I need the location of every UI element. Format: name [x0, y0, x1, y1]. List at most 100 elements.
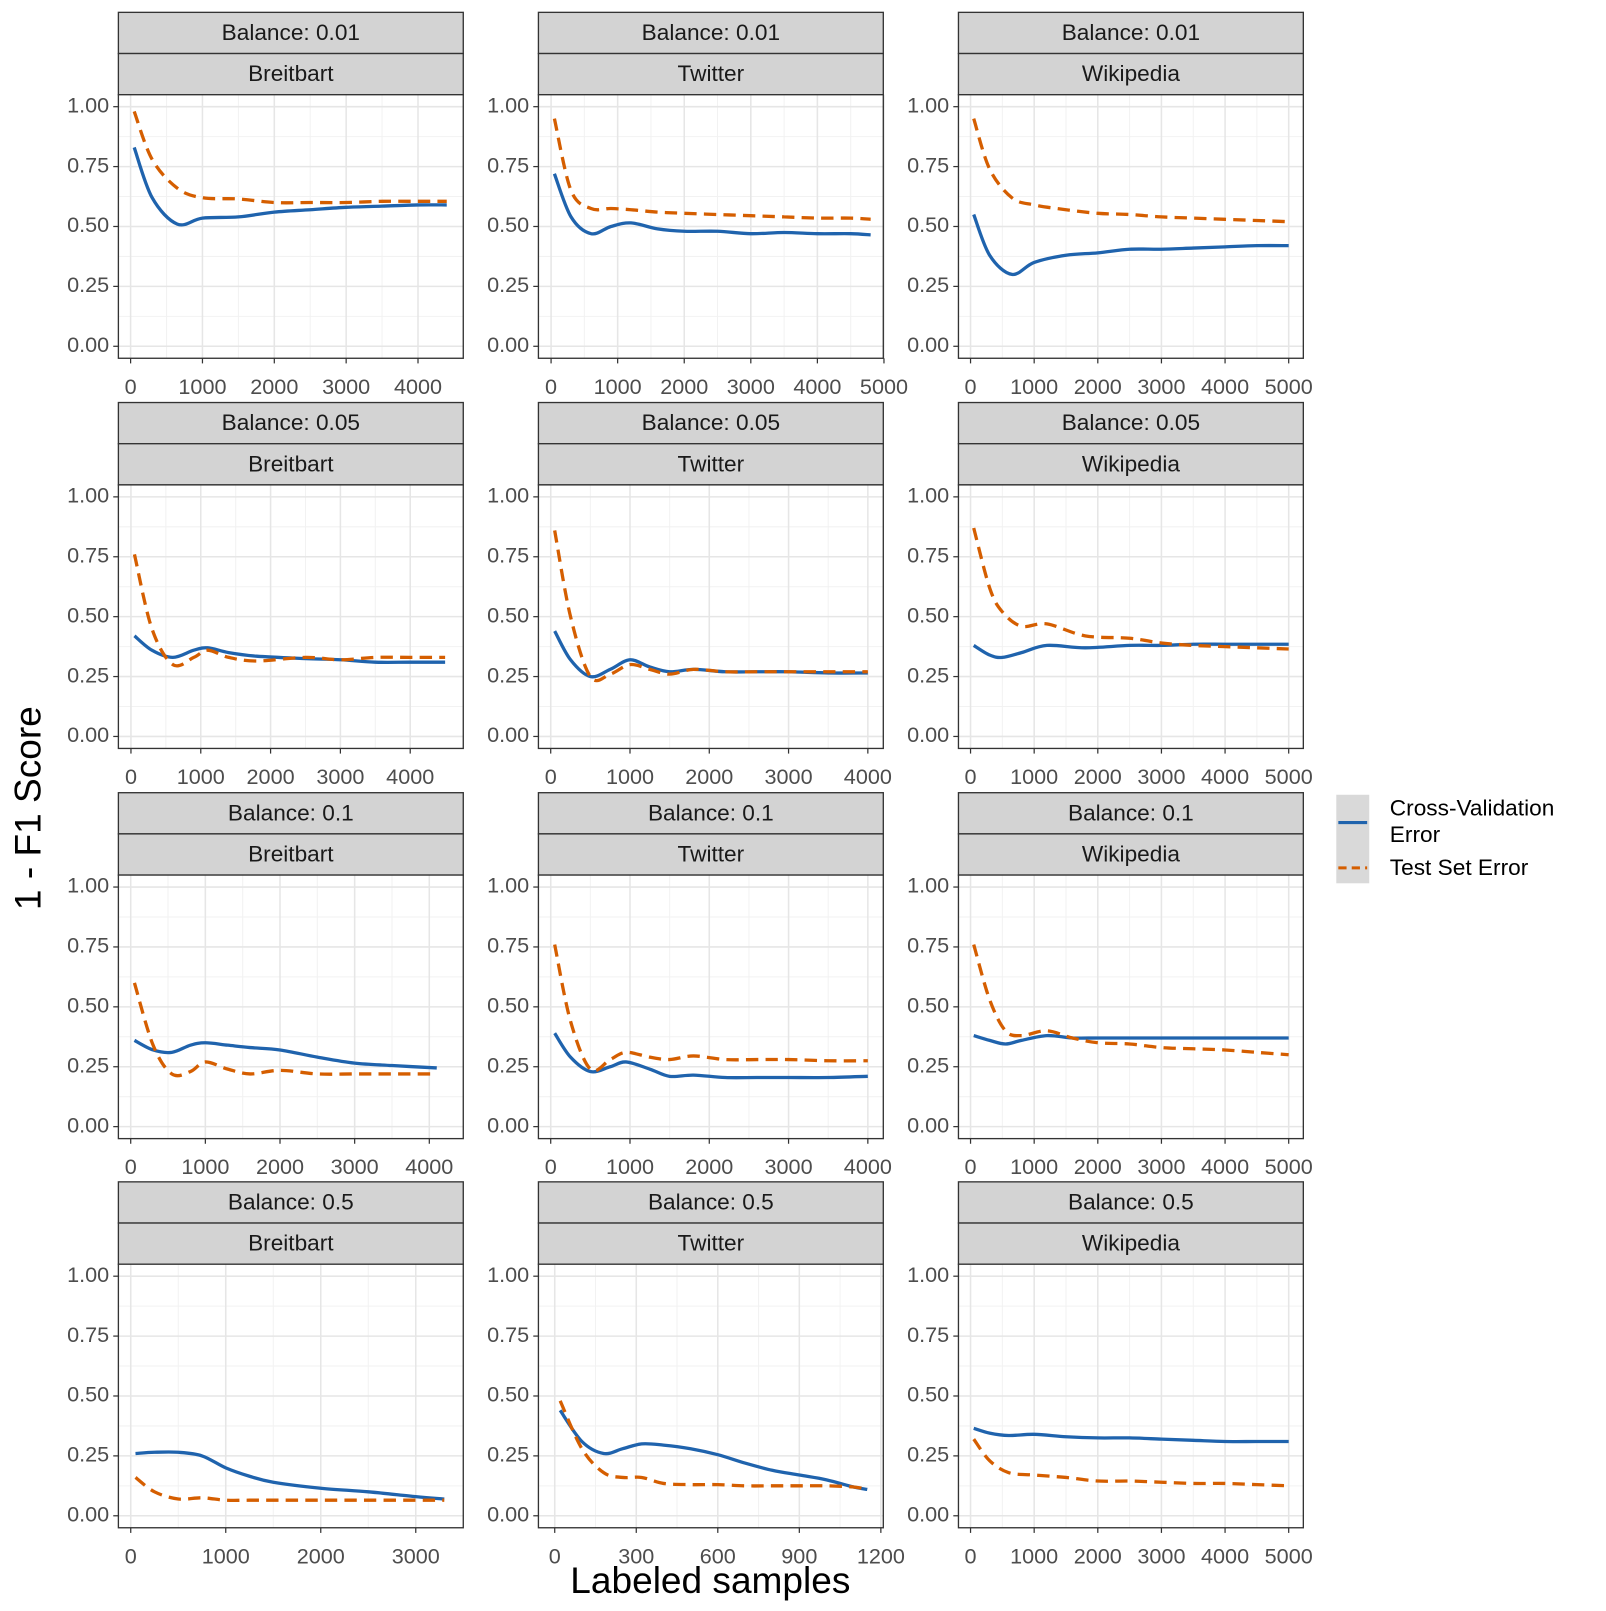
x-tick-label: 4000	[1201, 1543, 1249, 1568]
panel-title: Wikipedia	[1082, 61, 1180, 86]
x-tick-label: 0	[965, 1154, 977, 1179]
y-tick-label: 0.00	[907, 722, 949, 747]
x-tick-label: 4000	[405, 1154, 453, 1179]
x-tick-label: 0	[549, 1543, 561, 1568]
strip-label: Balance: 0.5	[648, 1189, 774, 1214]
y-tick-label: 0.50	[907, 212, 949, 237]
panel-border	[957, 1263, 1304, 1529]
panel-title: Wikipedia	[1082, 451, 1180, 476]
y-tick-label: 0.00	[907, 1112, 949, 1137]
panel-border	[957, 874, 1304, 1140]
x-tick-label: 3000	[765, 1154, 813, 1179]
y-tick-label: 0.50	[907, 602, 949, 627]
y-tick-label: 0.00	[487, 722, 529, 747]
y-tick-label: 0.50	[487, 993, 529, 1018]
x-tick-label: 5000	[1265, 764, 1313, 789]
x-tick-label: 1000	[177, 764, 225, 789]
panel-border	[117, 874, 464, 1140]
strip-background	[957, 11, 1304, 55]
panel-title: Wikipedia	[1082, 841, 1180, 866]
y-tick-label: 0.25	[907, 272, 949, 297]
y-tick-label: 0.75	[67, 542, 109, 567]
x-tick-label: 2000	[1074, 764, 1122, 789]
panel-border	[117, 1263, 464, 1529]
x-tick-label: 3000	[727, 374, 775, 399]
y-tick-label: 0.00	[67, 1112, 109, 1137]
x-tick-label: 3000	[765, 764, 813, 789]
y-tick-label: 0.00	[907, 332, 949, 357]
strip-label: Balance: 0.1	[1068, 800, 1194, 825]
y-tick-label: 0.50	[487, 212, 529, 237]
strip-background	[537, 833, 884, 876]
y-tick-label: 0.75	[907, 152, 949, 177]
series-line	[552, 173, 871, 237]
series-line	[972, 1438, 1289, 1488]
panel-border	[117, 484, 464, 750]
x-tick-label: 3000	[1137, 374, 1185, 399]
panel-border	[537, 484, 884, 750]
strip-background	[117, 52, 464, 96]
panel-title: Breitbart	[248, 61, 334, 86]
series-line	[972, 944, 1289, 1057]
strip-background	[537, 792, 884, 835]
x-tick-label: 1000	[606, 764, 654, 789]
x-tick-label: 2000	[1074, 1543, 1122, 1568]
strip-label: Balance: 0.01	[222, 20, 360, 45]
strip-label: Balance: 0.01	[642, 20, 780, 45]
x-tick-label: 5000	[860, 374, 908, 399]
strip-background	[117, 833, 464, 876]
x-tick-label: 3000	[1137, 1154, 1185, 1179]
x-tick-label: 0	[125, 764, 137, 789]
legend-entry: Test Set Error	[1389, 854, 1529, 881]
x-tick-label: 0	[545, 764, 557, 789]
x-tick-label: 5000	[1265, 1543, 1313, 1568]
y-tick-label: 1.00	[907, 1262, 949, 1287]
x-tick-label: 1200	[857, 1543, 905, 1568]
y-tick-label: 1.00	[907, 483, 949, 508]
x-tick-label: 0	[545, 374, 557, 399]
panel-title: Twitter	[678, 841, 745, 866]
x-tick-label: 3000	[322, 374, 370, 399]
x-tick-label: 4000	[1201, 764, 1249, 789]
y-tick-label: 0.50	[67, 1382, 109, 1407]
legend-key-background	[1336, 794, 1370, 884]
series-line	[133, 1038, 437, 1070]
y-tick-label: 0.25	[67, 662, 109, 687]
strip-background	[957, 1181, 1304, 1224]
panel-title: Twitter	[678, 1231, 745, 1256]
legend: Cross-Validation Error Test Set Error	[1336, 794, 1554, 884]
x-tick-label: 2000	[1074, 1154, 1122, 1179]
y-tick-label: 0.75	[487, 152, 529, 177]
y-tick-label: 1.00	[487, 483, 529, 508]
x-tick-label: 2000	[1074, 374, 1122, 399]
strip-background	[537, 52, 884, 96]
strip-background	[117, 1181, 464, 1224]
x-tick-label: 3000	[316, 764, 364, 789]
series-line	[552, 118, 871, 221]
y-tick-label: 0.25	[907, 1442, 949, 1467]
y-tick-label: 1.00	[67, 1262, 109, 1287]
x-tick-label: 1000	[1010, 1543, 1058, 1568]
legend-entry: Cross-Validation Error	[1390, 795, 1554, 848]
x-tick-label: 0	[965, 1543, 977, 1568]
series-line	[972, 118, 1289, 224]
y-tick-label: 1.00	[487, 1262, 529, 1287]
y-axis-title: 1 - F1 Score	[7, 706, 49, 910]
y-tick-label: 0.75	[487, 933, 529, 958]
y-tick-label: 1.00	[67, 92, 109, 117]
y-tick-label: 0.25	[487, 272, 529, 297]
y-tick-label: 0.50	[907, 993, 949, 1018]
y-tick-label: 1.00	[67, 483, 109, 508]
panel-title: Breitbart	[248, 451, 334, 476]
x-tick-label: 2000	[685, 1154, 733, 1179]
panel-title: Twitter	[678, 451, 745, 476]
strip-label: Balance: 0.1	[648, 800, 774, 825]
panel-border	[117, 94, 464, 359]
strip-label: Balance: 0.5	[1068, 1189, 1194, 1214]
y-tick-label: 0.25	[487, 662, 529, 687]
strip-background	[537, 443, 884, 486]
legend-label: Test Set Error	[1389, 854, 1529, 881]
series-line	[972, 527, 1289, 651]
